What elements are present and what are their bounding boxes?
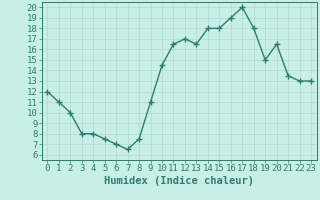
X-axis label: Humidex (Indice chaleur): Humidex (Indice chaleur)	[104, 176, 254, 186]
